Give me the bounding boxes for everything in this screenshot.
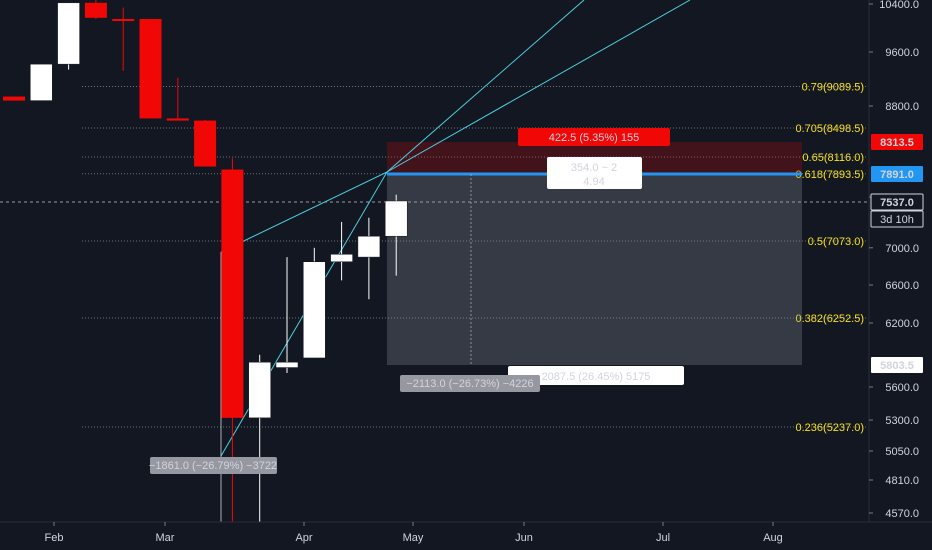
trend-projection-lower[interactable] (386, 0, 585, 173)
price-axis-panel[interactable] (869, 0, 932, 522)
fib-level-label: 0.236(5237.0) (796, 422, 865, 434)
candle-body-up (357, 235, 381, 258)
time-axis-group: Feb Mar Apr May Jun Jul Aug (45, 522, 783, 544)
trendlines-group[interactable] (220, 0, 691, 522)
candle-body-down (139, 19, 162, 119)
fib-level-label: 0.382(6252.5) (796, 313, 865, 325)
candle-body-up (248, 361, 271, 419)
candle-body-down (112, 19, 135, 21)
time-axis-label: Feb (45, 532, 64, 544)
time-axis-label: May (403, 532, 424, 544)
candle-body-up (57, 2, 80, 65)
wedge-upper-line[interactable] (220, 171, 388, 253)
price-axis-label: 9600.0 (885, 47, 919, 59)
measure-label-box (400, 375, 540, 392)
risk-reward-line2: 4.94 (583, 176, 604, 188)
stop-zone[interactable] (387, 174, 802, 365)
bar-countdown-label: 3d 10h (880, 214, 914, 226)
price-tag-label: 8313.5 (880, 137, 914, 149)
price-axis-label: 7000.0 (885, 243, 919, 255)
candle-body-down (84, 2, 107, 18)
price-axis-label: 6600.0 (885, 280, 919, 292)
candle-body-up (30, 63, 53, 101)
fib-retracement-group: 0.79(9089.5) 0.705(8498.5) 0.65(8116.0) 0.6… (0, 81, 869, 434)
candle-body-down (3, 96, 25, 101)
stop-label: 2087.5 (26.45%) 5175 (542, 371, 651, 383)
measure-label: −2113.0 (−26.73%) −4226 (406, 378, 533, 390)
price-tag-label: 7891.0 (880, 169, 914, 181)
fib-level-label: 0.5(7073.0) (808, 236, 864, 248)
candle-body-down (194, 120, 217, 167)
measure-labels-group: −1861.0 (−26.79%) −3722 −2113.0 (−26.73%)… (149, 375, 540, 474)
target-label-box (518, 128, 670, 147)
time-axis-label: Jul (656, 532, 670, 544)
candle-body-up (384, 200, 408, 237)
price-axis-label: 4810.0 (885, 475, 919, 487)
price-tag-box (871, 134, 923, 151)
position-tool-group[interactable]: 422.5 (5.35%) 155 354.0 ~ 2 4.94 2087.5 (26… (387, 128, 802, 385)
measure-label-box (150, 457, 277, 474)
candle-body-up (275, 361, 299, 368)
price-axis-group: 10400.09600.08800.07600.07000.06600.0620… (869, 0, 924, 520)
price-axis-label: 10400.0 (879, 0, 919, 11)
fib-level-label: 0.79(9089.5) (802, 81, 864, 93)
price-axis-label: 8800.0 (885, 101, 919, 113)
price-tag-label: 5803.5 (880, 360, 914, 372)
price-tag-label: 7537.0 (880, 197, 914, 209)
price-tag-box (870, 193, 924, 211)
time-axis-label: Mar (156, 532, 175, 544)
price-axis-label: 5050.0 (885, 446, 919, 458)
time-axis-label: Jun (515, 532, 533, 544)
price-axis-label: 5600.0 (885, 382, 919, 394)
time-axis-label: Apr (295, 532, 312, 544)
time-axis-panel[interactable] (0, 522, 869, 550)
candle-body-up (330, 254, 353, 262)
price-tag-box (871, 357, 923, 373)
risk-reward-box (547, 157, 642, 189)
fib-level-label: 0.65(8116.0) (802, 152, 864, 164)
price-axis-label: 5300.0 (885, 415, 919, 427)
fib-level-label: 0.705(8498.5) (796, 123, 865, 135)
price-axis-label: 4570.0 (885, 508, 919, 520)
risk-reward-line1: 354.0 ~ 2 (571, 162, 617, 174)
candle-body-down (166, 118, 189, 121)
stop-label-box (508, 366, 684, 385)
candle-body-up (303, 261, 326, 359)
fib-level-label: 0.618(7893.5) (796, 169, 865, 181)
time-axis-label: Aug (763, 532, 783, 544)
countdown-box (870, 210, 924, 228)
price-tag-box (871, 166, 923, 182)
candle-body-down (221, 169, 244, 418)
trend-projection-upper[interactable] (386, 0, 691, 173)
candles-group (3, 0, 408, 537)
target-label: 422.5 (5.35%) 155 (549, 132, 640, 144)
measure-label: −1861.0 (−26.79%) −3722 (149, 460, 277, 472)
price-axis-label: 6200.0 (885, 318, 919, 330)
